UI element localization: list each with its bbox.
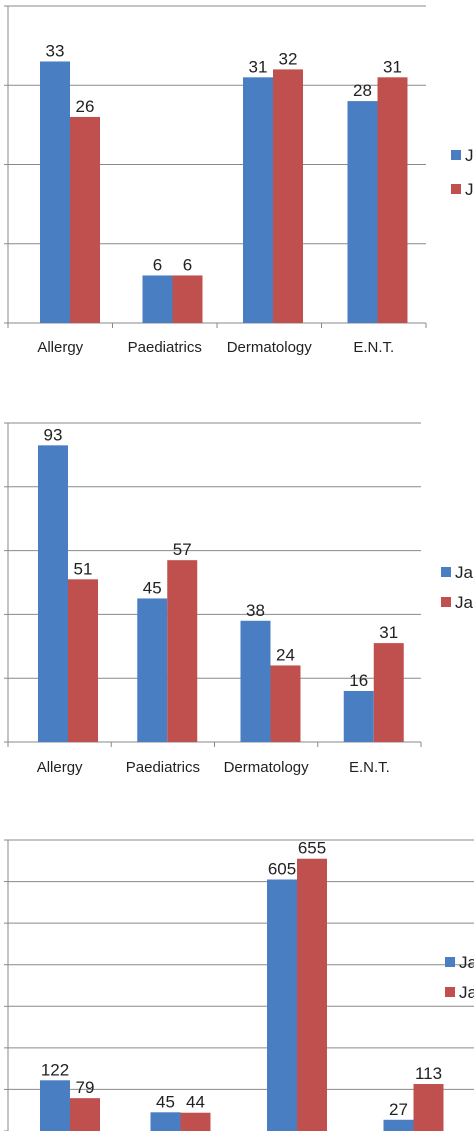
chart-3: 122 45 605 27 Ja 79 44 655 113 Ja <box>4 839 474 1131</box>
bar-series-2-1 <box>68 579 98 742</box>
bar-series-2-3 <box>297 858 327 1131</box>
data-label: 51 <box>74 559 93 578</box>
bar-series-2-1 <box>70 1098 100 1131</box>
data-label: 28 <box>353 81 372 100</box>
legend-label-series-2: J <box>465 180 474 199</box>
data-label: 32 <box>279 49 298 68</box>
bar-series-1-1 <box>38 445 68 742</box>
bar-series-1-2 <box>142 275 173 323</box>
legend-label-series-1: J <box>465 146 474 165</box>
data-label: 79 <box>76 1078 95 1097</box>
x-tick-label: E.N.T. <box>349 759 390 776</box>
x-tick-label: Allergy <box>37 339 83 356</box>
data-label: 93 <box>44 425 63 444</box>
bar-series-1-3 <box>267 879 297 1131</box>
bar-series-1-1 <box>40 61 70 323</box>
data-label: 6 <box>153 255 162 274</box>
bar-series-2-4 <box>373 643 404 742</box>
x-tick-label: Dermatology <box>224 759 310 776</box>
bar-series-2-2 <box>167 560 198 742</box>
chart-1: 33 6 31 28 J 26 6 32 31 J Allergy Paediatrics Dermat… <box>4 5 474 356</box>
bar-series-2-2 <box>180 1112 211 1131</box>
data-label: 31 <box>379 623 398 642</box>
bar-series-1-2 <box>150 1112 181 1131</box>
bar-series-1-1 <box>40 1080 70 1131</box>
data-label: 26 <box>76 97 95 116</box>
legend-label-series-1: Ja <box>459 953 474 972</box>
x-tick-label: Paediatrics <box>128 339 202 356</box>
data-label: 57 <box>173 540 192 559</box>
x-tick-label: Dermatology <box>227 339 313 356</box>
data-label: 44 <box>186 1093 205 1112</box>
x-tick-label: Paediatrics <box>126 759 200 776</box>
bar-series-2-3 <box>270 665 301 742</box>
legend-swatch-series-2 <box>451 184 461 194</box>
data-label: 655 <box>298 839 326 858</box>
bar-series-2-4 <box>413 1084 444 1131</box>
legend-swatch-series-2 <box>445 987 455 997</box>
chart-2: 93 45 38 16 Ja 51 57 24 31 Ja Allergy Paediatrics De… <box>4 422 474 776</box>
data-label: 16 <box>349 671 368 690</box>
data-label: 113 <box>415 1064 442 1083</box>
bar-series-1-3 <box>243 77 273 323</box>
bar-series-1-4 <box>347 101 378 323</box>
data-label: 605 <box>268 859 296 878</box>
data-label: 31 <box>383 57 402 76</box>
data-label: 33 <box>46 41 65 60</box>
legend-swatch-series-1 <box>441 567 451 577</box>
legend-label-series-2: Ja <box>455 593 474 612</box>
data-label: 38 <box>246 601 265 620</box>
data-label: 45 <box>156 1092 175 1111</box>
legend-swatch-series-2 <box>441 597 451 607</box>
bar-series-1-3 <box>240 620 271 742</box>
bar-series-1-4 <box>383 1119 414 1131</box>
data-label: 31 <box>249 57 268 76</box>
legend-label-series-2: Ja <box>459 983 474 1002</box>
x-tick-label: E.N.T. <box>353 339 394 356</box>
bar-series-2-1 <box>70 116 100 323</box>
bar-series-2-3 <box>273 69 303 324</box>
data-label: 27 <box>389 1100 408 1119</box>
bar-series-2-2 <box>172 275 203 323</box>
data-label: 6 <box>183 255 192 274</box>
legend-swatch-series-1 <box>451 150 461 160</box>
legend-label-series-1: Ja <box>455 563 474 582</box>
bar-series-1-2 <box>137 598 168 742</box>
data-label: 24 <box>276 645 295 664</box>
x-tick-label: Allergy <box>37 759 83 776</box>
bar-series-1-4 <box>343 690 374 742</box>
data-label: 122 <box>41 1060 69 1079</box>
data-label: 45 <box>143 578 162 597</box>
legend-swatch-series-1 <box>445 957 455 967</box>
bar-series-2-4 <box>377 77 408 323</box>
